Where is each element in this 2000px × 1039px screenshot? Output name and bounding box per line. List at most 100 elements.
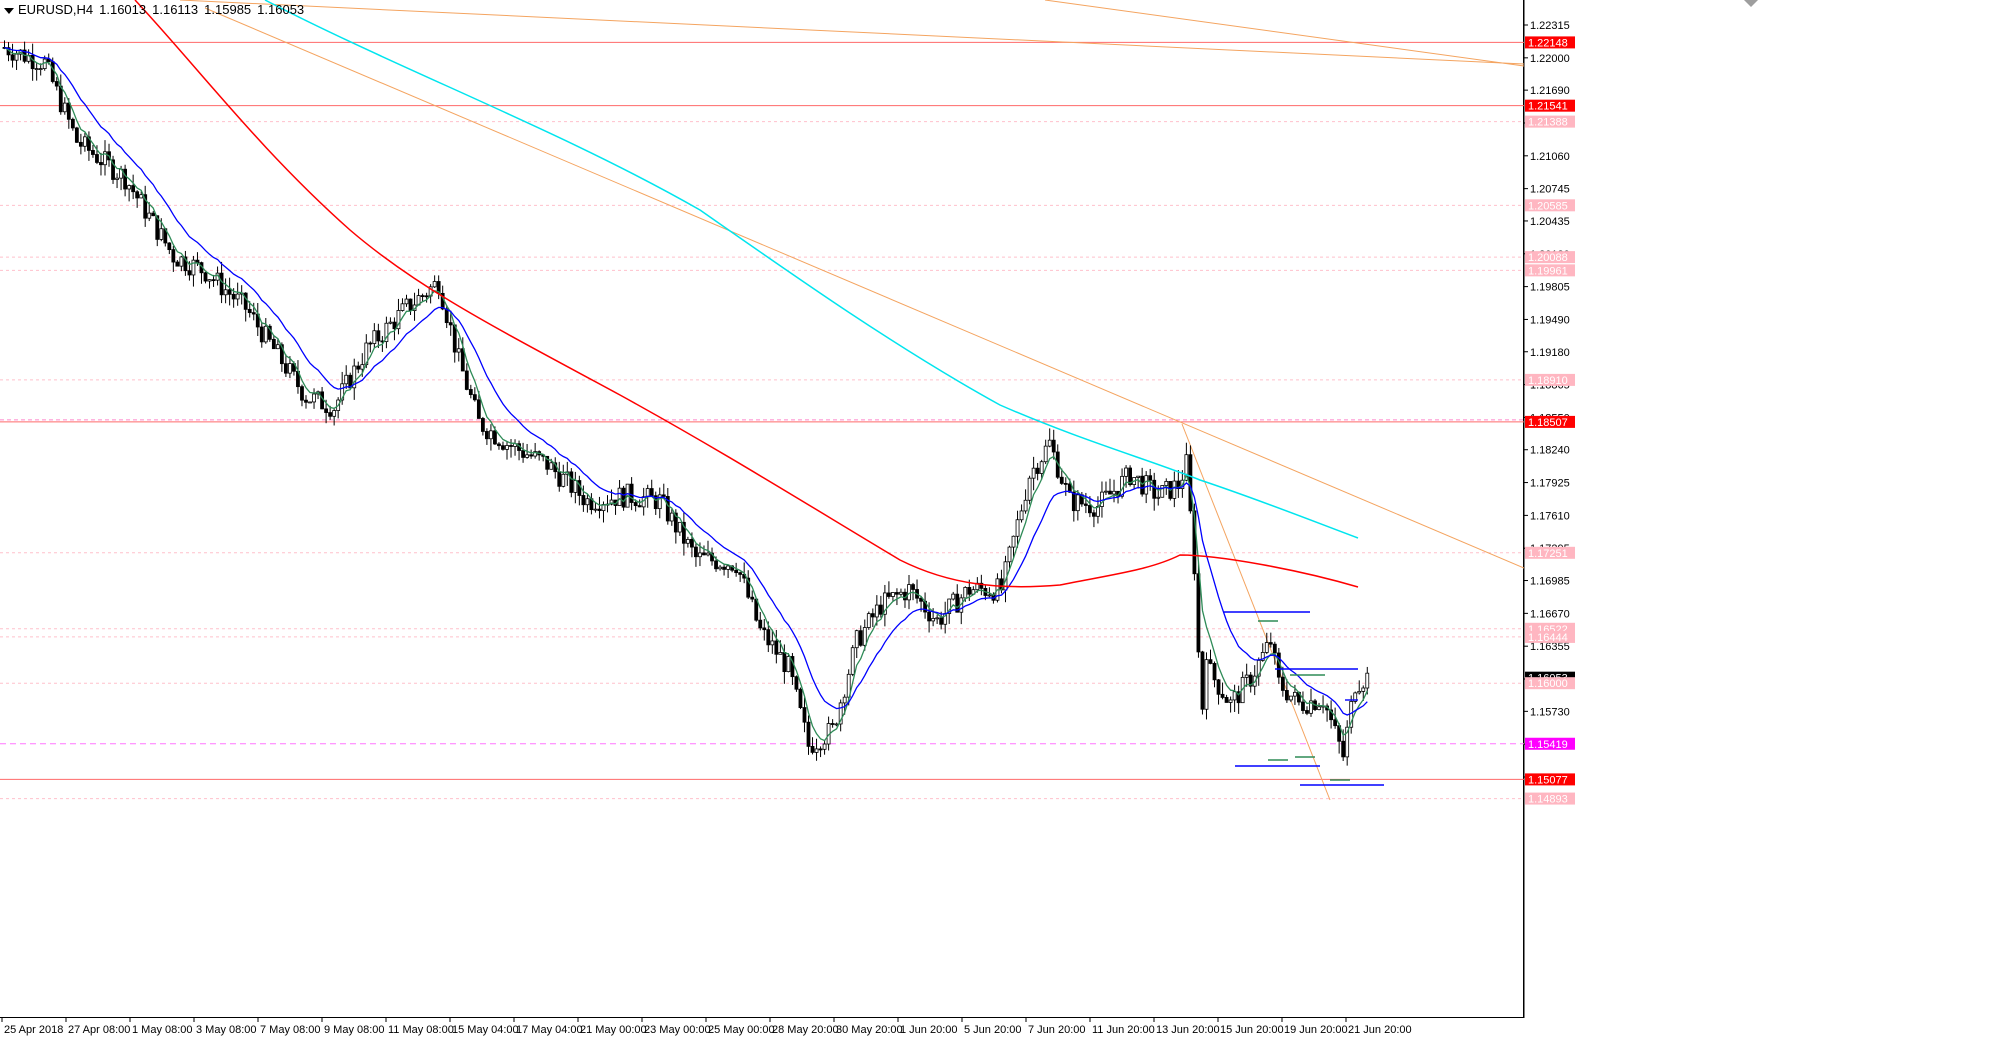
candle-body [1176, 480, 1181, 490]
ma-long-line [264, 0, 1359, 539]
candle-body [810, 745, 815, 753]
symbol-label: EURUSD,H4 [18, 2, 94, 17]
time-tick-label: 23 May 00:00 [644, 1024, 711, 1036]
candle-body [464, 370, 469, 390]
time-tick-label: 1 May 08:00 [132, 1024, 193, 1036]
candle-body [967, 587, 972, 595]
price-level-tag-label: 1.20585 [1528, 200, 1568, 212]
candle-body [557, 471, 562, 487]
time-axis[interactable]: 25 Apr 2018 27 Apr 08:00 1 May 08:00 3 May … [0, 1018, 1524, 1039]
candle-body [489, 430, 493, 440]
ma-fast-line [4, 47, 1368, 742]
candle-body [312, 393, 316, 403]
candle-body [706, 552, 710, 556]
candle-body [850, 647, 855, 675]
candle-body [151, 212, 156, 217]
candle-body [653, 495, 658, 510]
price-level-tag [1525, 199, 1575, 212]
candle-body [30, 55, 35, 70]
candle-body [247, 308, 252, 314]
candlestick-plot[interactable] [0, 0, 1525, 1018]
candle-body [183, 256, 188, 272]
candle-body [54, 81, 59, 87]
price-level-tag-label: 1.14893 [1528, 794, 1568, 806]
price-axis[interactable]: 1.223151.220001.216901.213751.210601.207… [1524, 0, 1600, 1039]
candle-body [746, 577, 751, 598]
candle-body [1333, 719, 1338, 727]
candle-body [195, 259, 200, 264]
candle-body [882, 592, 887, 615]
candle-body [891, 592, 895, 597]
candle-body [271, 338, 276, 350]
price-tick-label: 1.21060 [1530, 151, 1570, 163]
candle-body [569, 471, 574, 493]
candle-body [376, 330, 381, 342]
symbol-menu-icon[interactable] [4, 7, 14, 14]
candle-body [686, 539, 690, 544]
candle-body [1228, 699, 1233, 703]
time-tick-label: 27 Apr 08:00 [68, 1024, 130, 1036]
candle-body [203, 272, 208, 282]
candle-body [70, 118, 75, 129]
price-level-tag [1525, 264, 1575, 277]
candle-body [714, 560, 718, 570]
candle-body [400, 303, 405, 311]
candle-body [484, 431, 489, 440]
candle-body [1144, 475, 1149, 495]
candle-body [420, 295, 425, 297]
candle-body [549, 462, 554, 470]
candle-body [1284, 690, 1289, 701]
candle-body [698, 552, 702, 558]
candle-body [895, 592, 899, 595]
close-value: 1.16053 [257, 2, 305, 17]
candle-body [862, 627, 867, 646]
price-tick-label: 1.16985 [1530, 576, 1570, 588]
candle-body [259, 326, 264, 343]
candle-body [1156, 496, 1161, 499]
candle-body [1280, 676, 1285, 691]
candle-body [283, 363, 288, 374]
candle-body [396, 310, 401, 330]
chart-shift-marker[interactable] [1744, 0, 1758, 7]
candle-body [762, 627, 767, 631]
candle-body [633, 502, 638, 507]
candle-body [758, 619, 763, 629]
candle-body [585, 498, 590, 506]
candle-body [219, 272, 224, 296]
candle-body [87, 136, 91, 151]
candle-body [424, 295, 429, 298]
time-tick-label: 9 May 08:00 [324, 1024, 385, 1036]
candle-body [115, 177, 119, 180]
candle-body [243, 292, 248, 310]
candle-body [408, 298, 413, 311]
candle-body [911, 584, 915, 590]
price-level-tag [1525, 251, 1575, 264]
candle-body [597, 508, 602, 512]
candle-body [324, 408, 329, 413]
candle-body [657, 494, 662, 510]
candle-body [74, 127, 79, 143]
candle-body [899, 591, 903, 595]
candle-body [1063, 483, 1068, 485]
candle-body [1220, 693, 1225, 698]
chart-area[interactable]: EURUSD,H4 1.16013 1.16113 1.15985 1.16053 [0, 0, 1525, 1018]
candle-body [979, 582, 984, 589]
price-tick-label: 1.20435 [1530, 216, 1570, 228]
candle-body [279, 344, 284, 365]
candle-body [404, 298, 409, 305]
candle-body [878, 604, 883, 615]
candle-body [814, 748, 819, 753]
candle-body [58, 85, 63, 113]
candle-body [1232, 691, 1237, 701]
candle-body [561, 473, 566, 487]
candle-body [931, 618, 936, 622]
price-level-tag [1525, 115, 1575, 128]
price-tick-label: 1.22000 [1530, 53, 1570, 65]
candle-body [95, 154, 99, 163]
ma-slow-line [134, 0, 1359, 588]
time-tick-label: 13 Jun 20:00 [1156, 1024, 1220, 1036]
candle-body [665, 496, 670, 522]
price-level-tag-label: 1.20088 [1528, 252, 1568, 264]
candle-body [637, 505, 642, 508]
candle-body [91, 150, 95, 155]
